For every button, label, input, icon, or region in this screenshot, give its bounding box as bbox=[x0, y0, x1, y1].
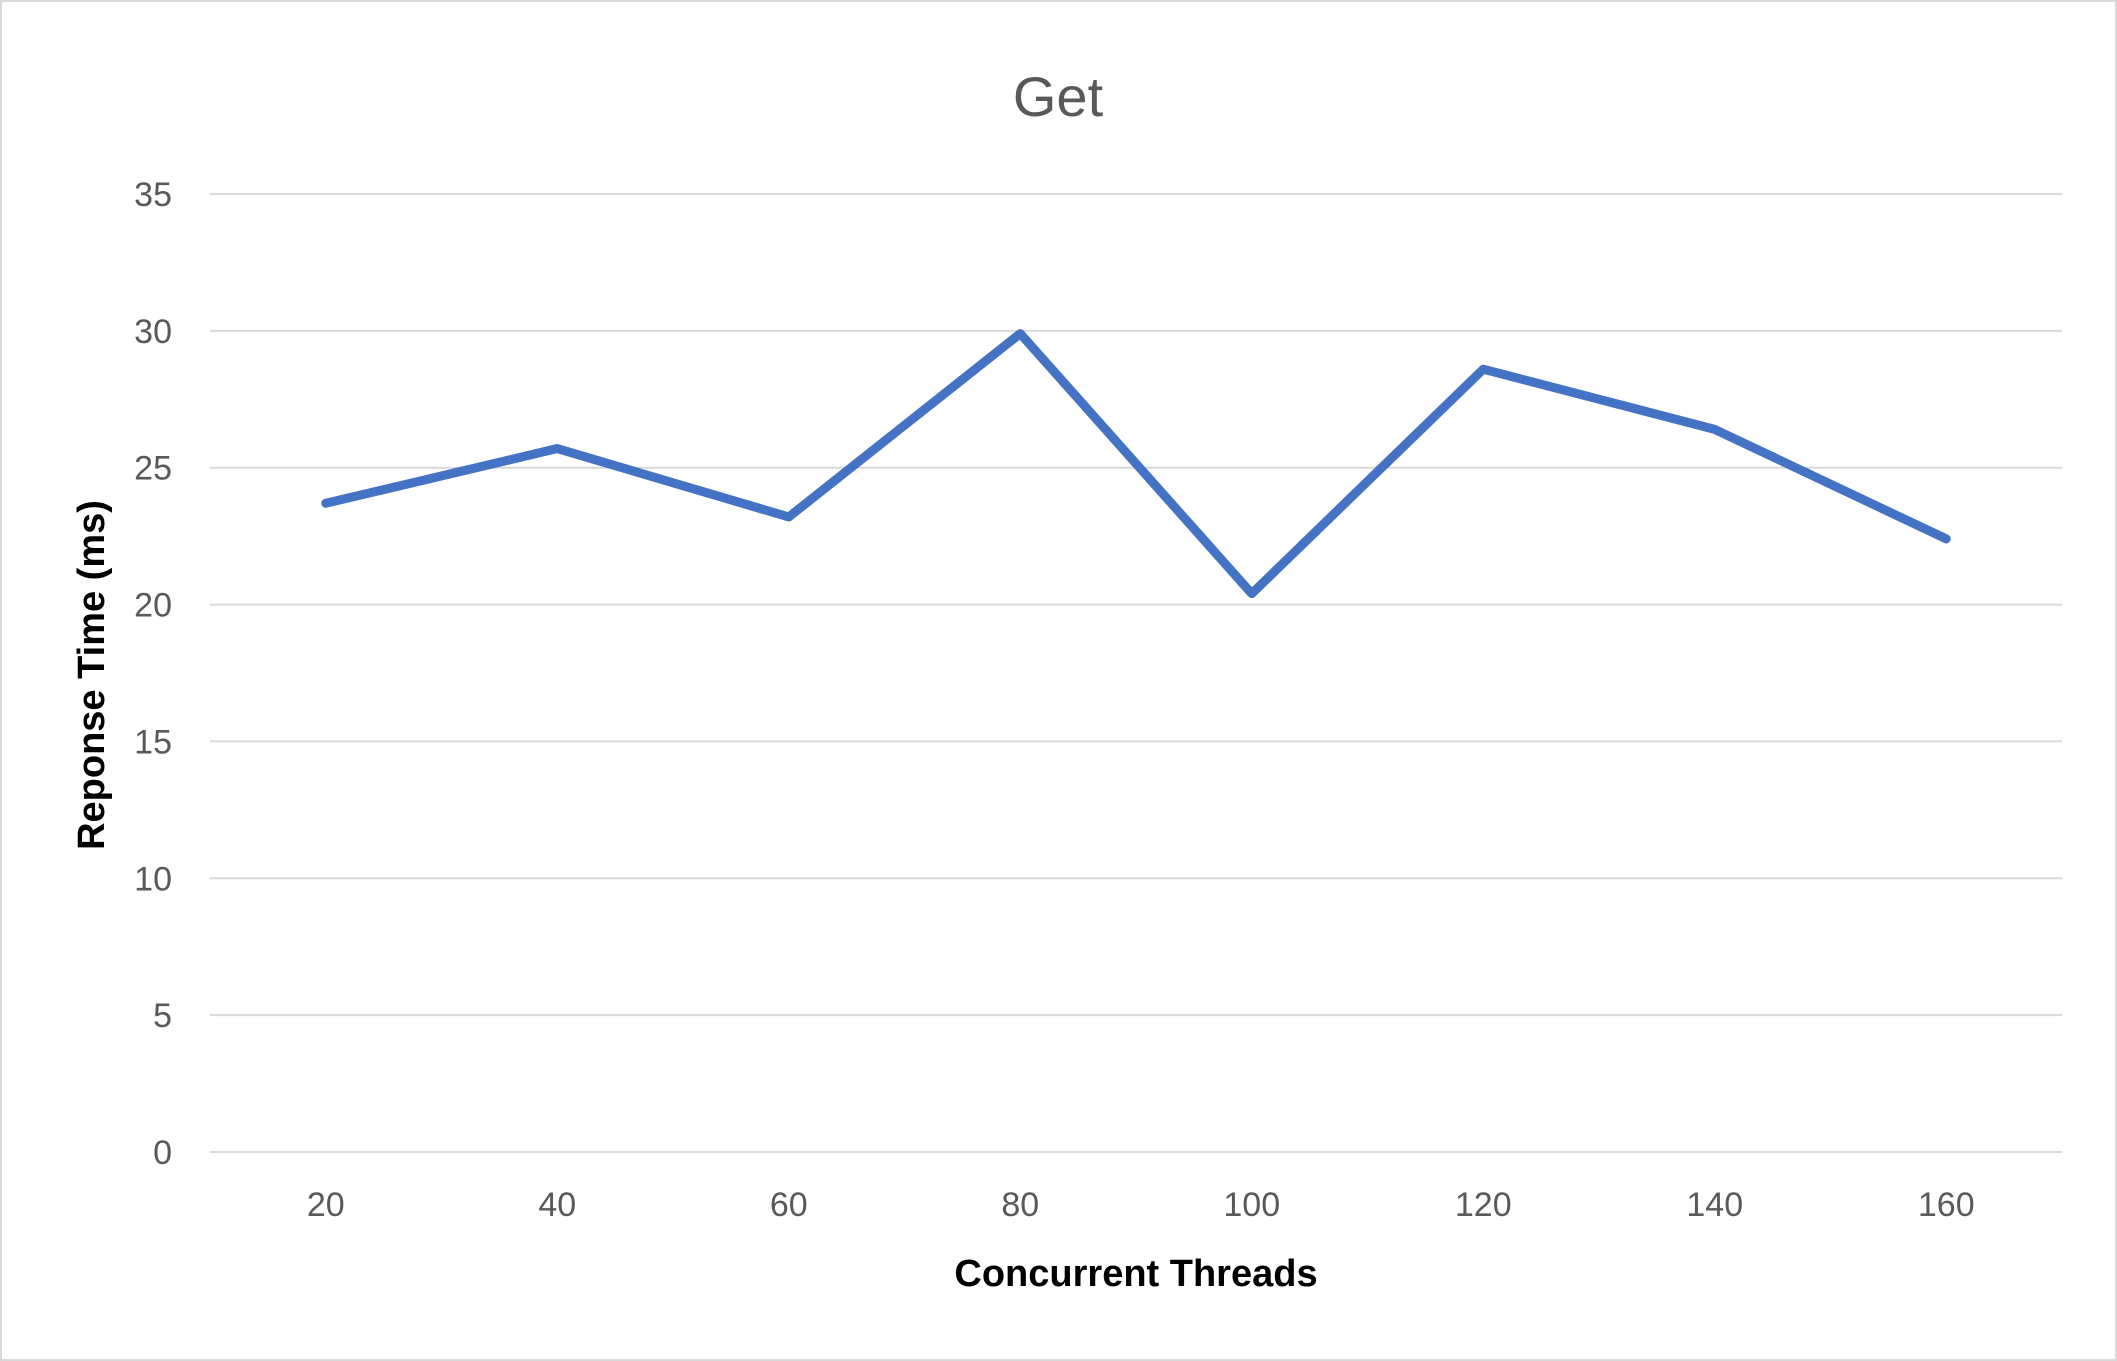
y-axis-ticks: 0 5 10 15 20 25 30 35 bbox=[134, 176, 172, 1172]
series-line-0 bbox=[321, 329, 1951, 599]
x-tick-label: 20 bbox=[307, 1186, 345, 1224]
x-tick-label: 100 bbox=[1223, 1186, 1280, 1224]
y-tick-label: 30 bbox=[134, 313, 172, 351]
x-tick-label: 80 bbox=[1001, 1186, 1039, 1224]
y-tick-label: 15 bbox=[134, 723, 172, 761]
y-tick-label: 0 bbox=[153, 1134, 172, 1172]
chart-title: Get bbox=[1013, 65, 1104, 128]
y-tick-label: 25 bbox=[134, 450, 172, 488]
x-tick-label: 60 bbox=[770, 1186, 808, 1224]
x-tick-label: 120 bbox=[1455, 1186, 1512, 1224]
y-tick-label: 10 bbox=[134, 860, 172, 898]
y-axis-title: Reponse Time (ms) bbox=[71, 500, 113, 850]
x-axis-title: Concurrent Threads bbox=[954, 1253, 1317, 1295]
x-tick-label: 140 bbox=[1686, 1186, 1743, 1224]
series-layer bbox=[321, 329, 1951, 599]
x-tick-label: 160 bbox=[1918, 1186, 1975, 1224]
y-tick-label: 20 bbox=[134, 587, 172, 625]
x-axis-ticks: 20 40 60 80 100 120 140 160 bbox=[307, 1186, 1975, 1224]
y-tick-label: 35 bbox=[134, 176, 172, 214]
x-tick-label: 40 bbox=[538, 1186, 576, 1224]
y-tick-label: 5 bbox=[153, 997, 172, 1035]
